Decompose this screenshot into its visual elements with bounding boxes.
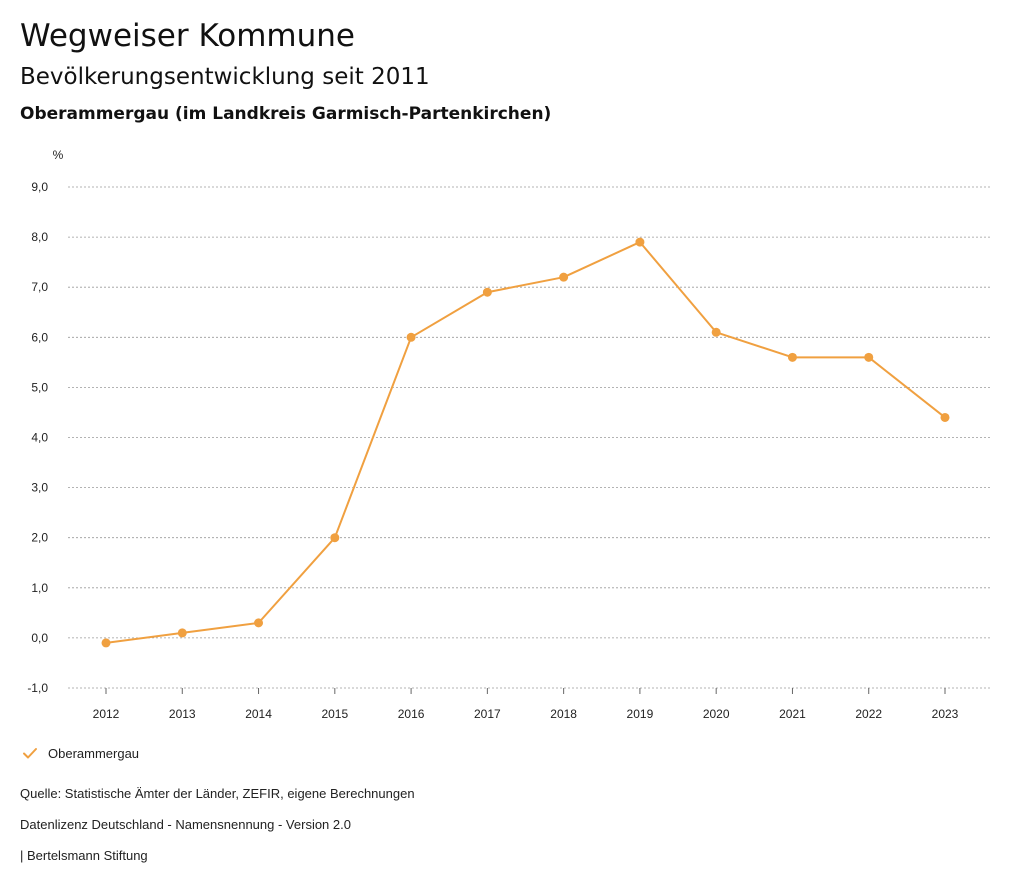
chart-subtitle: Bevölkerungsentwicklung seit 2011 <box>20 64 430 90</box>
x-axis-ticks: 2012 2013 2014 2015 2016 2017 2018 2019 2020 2021… <box>93 688 959 721</box>
data-point[interactable] <box>787 352 797 362</box>
data-point[interactable] <box>406 332 416 342</box>
y-tick-label: -1,0 <box>27 681 48 695</box>
chart-region-label: Oberammergau (im Landkreis Garmisch-Part… <box>20 104 552 124</box>
x-tick-label: 2015 <box>321 707 348 721</box>
y-axis-unit-label: % <box>53 148 64 162</box>
y-tick-label: 8,0 <box>31 230 48 244</box>
x-tick-label: 2021 <box>779 707 806 721</box>
legend-label: Oberammergau <box>48 745 140 761</box>
publisher-note: | Bertelsmann Stiftung <box>20 848 148 863</box>
x-tick-label: 2019 <box>627 707 654 721</box>
x-tick-label: 2013 <box>169 707 196 721</box>
source-note: Quelle: Statistische Ämter der Länder, Z… <box>20 786 415 801</box>
line-chart: % -1,0 0,0 1,0 2,0 3,0 4,0 5,0 6,0 7,0 8,0 9,0 201… <box>27 148 990 721</box>
data-point[interactable] <box>559 272 569 282</box>
y-tick-label: 1,0 <box>31 581 48 595</box>
y-tick-label: 9,0 <box>31 180 48 194</box>
grid-lines <box>68 186 990 689</box>
check-icon <box>23 748 37 759</box>
x-tick-label: 2020 <box>703 707 730 721</box>
data-point[interactable] <box>254 618 264 628</box>
x-tick-label: 2018 <box>550 707 577 721</box>
y-tick-label: 0,0 <box>31 631 48 645</box>
y-tick-label: 6,0 <box>31 330 48 344</box>
x-tick-label: 2016 <box>398 707 425 721</box>
data-point[interactable] <box>330 533 340 543</box>
data-point[interactable] <box>482 287 492 297</box>
y-tick-label: 5,0 <box>31 380 48 394</box>
x-tick-label: 2023 <box>932 707 959 721</box>
y-tick-label: 2,0 <box>31 531 48 545</box>
y-tick-label: 7,0 <box>31 280 48 294</box>
y-tick-label: 3,0 <box>31 481 48 495</box>
license-note: Datenlizenz Deutschland - Namensnennung … <box>20 817 351 832</box>
x-tick-label: 2022 <box>855 707 882 721</box>
data-point[interactable] <box>940 412 950 422</box>
y-axis-ticks: -1,0 0,0 1,0 2,0 3,0 4,0 5,0 6,0 7,0 8,0 9,0 <box>27 180 48 695</box>
x-tick-label: 2014 <box>245 707 272 721</box>
data-point[interactable] <box>177 628 187 638</box>
x-tick-label: 2017 <box>474 707 501 721</box>
data-point[interactable] <box>635 237 645 247</box>
y-tick-label: 4,0 <box>31 431 48 445</box>
chart-title: Wegweiser Kommune <box>20 18 355 54</box>
series-line-oberammergau <box>105 241 946 644</box>
data-point[interactable] <box>864 352 874 362</box>
x-tick-label: 2012 <box>93 707 120 721</box>
series-layer <box>101 237 950 648</box>
legend-item-oberammergau[interactable]: Oberammergau <box>22 745 139 761</box>
data-point[interactable] <box>711 327 721 337</box>
data-point[interactable] <box>101 638 111 648</box>
